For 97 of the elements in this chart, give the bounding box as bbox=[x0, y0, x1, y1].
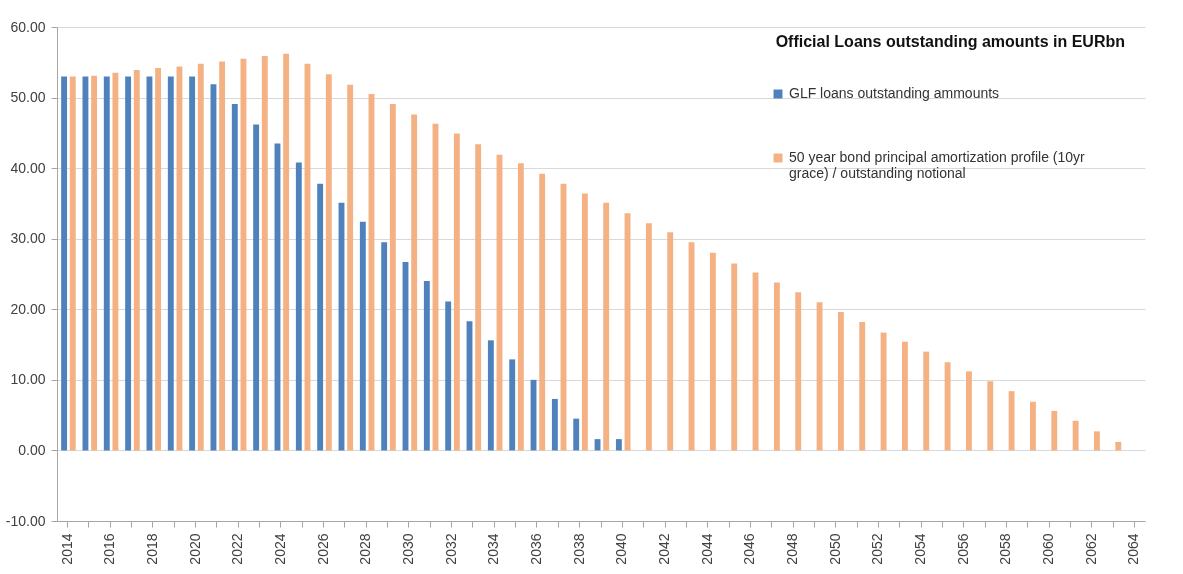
bar bbox=[411, 114, 418, 451]
bar bbox=[795, 292, 802, 451]
bar bbox=[91, 75, 98, 451]
legend-label: GLF loans outstanding ammounts bbox=[789, 85, 1000, 101]
x-tick-label: 2050 bbox=[826, 533, 843, 565]
x-tick-label: 2046 bbox=[741, 533, 758, 565]
x-tick-label: 2040 bbox=[613, 533, 630, 565]
bar bbox=[475, 144, 482, 451]
bar bbox=[573, 418, 580, 451]
bar bbox=[423, 281, 430, 451]
bar bbox=[837, 312, 844, 451]
legend-label: 50 year bond principal amortization profile (10yr grace) / outstanding notional bbox=[789, 149, 1086, 181]
bar bbox=[709, 252, 716, 451]
bar bbox=[197, 63, 204, 451]
bar bbox=[987, 381, 994, 451]
bar bbox=[551, 398, 558, 451]
x-tick-label: 2038 bbox=[570, 533, 587, 565]
x-tick-label: 2064 bbox=[1125, 533, 1142, 565]
bar bbox=[295, 162, 302, 451]
x-tick-label: 2062 bbox=[1082, 533, 1099, 565]
bar bbox=[923, 351, 930, 451]
bar bbox=[1051, 410, 1058, 451]
x-tick-label: 2058 bbox=[997, 533, 1014, 565]
x-tick-label: 2044 bbox=[698, 533, 715, 565]
bar bbox=[880, 332, 887, 451]
bar bbox=[231, 103, 238, 451]
bar bbox=[347, 84, 354, 451]
x-tick-label: 2022 bbox=[229, 533, 246, 565]
bar bbox=[509, 359, 516, 451]
bar bbox=[283, 53, 290, 451]
bar bbox=[261, 55, 268, 451]
bar bbox=[859, 321, 866, 451]
bar bbox=[176, 66, 183, 451]
bar bbox=[901, 341, 908, 451]
bar bbox=[155, 67, 162, 451]
bar bbox=[359, 221, 366, 451]
x-tick-label: 2032 bbox=[442, 533, 459, 565]
x-tick-label: 2060 bbox=[1040, 533, 1057, 565]
bar bbox=[603, 202, 610, 451]
bar bbox=[82, 76, 89, 451]
x-tick-label: 2036 bbox=[527, 533, 544, 565]
bar bbox=[219, 61, 226, 451]
bar bbox=[69, 76, 76, 451]
bar bbox=[731, 263, 738, 451]
x-tick-label: 2048 bbox=[784, 533, 801, 565]
x-tick-label: 2014 bbox=[58, 533, 75, 565]
y-tick-label: 0.00 bbox=[18, 441, 46, 458]
y-tick-label: -10.00 bbox=[5, 512, 46, 529]
bar bbox=[112, 72, 119, 451]
x-tick-label: 2026 bbox=[314, 533, 331, 565]
x-tick-label: 2052 bbox=[869, 533, 886, 565]
bar bbox=[1008, 391, 1015, 451]
bar bbox=[1115, 441, 1122, 451]
bar bbox=[103, 76, 110, 451]
x-tick-label: 2042 bbox=[656, 533, 673, 565]
bar bbox=[381, 242, 388, 451]
bar bbox=[773, 282, 780, 451]
y-tick-label: 20.00 bbox=[10, 300, 46, 317]
bar bbox=[253, 124, 260, 451]
x-tick-label: 2018 bbox=[143, 533, 160, 565]
x-tick-label: 2016 bbox=[101, 533, 118, 565]
y-tick-label: 40.00 bbox=[10, 159, 46, 176]
x-tick-label: 2054 bbox=[912, 533, 929, 565]
bar bbox=[581, 193, 588, 451]
bar bbox=[1030, 401, 1036, 451]
bar bbox=[645, 223, 652, 451]
bar bbox=[133, 70, 140, 451]
y-tick-label: 10.00 bbox=[10, 371, 46, 388]
y-tick-label: 60.00 bbox=[10, 18, 46, 35]
bar bbox=[667, 232, 674, 451]
bar bbox=[944, 362, 951, 451]
x-tick-label: 2024 bbox=[271, 533, 288, 565]
x-tick-label: 2056 bbox=[954, 533, 971, 565]
x-tick-label: 2034 bbox=[485, 533, 502, 565]
bar bbox=[445, 301, 452, 451]
bar bbox=[1094, 431, 1100, 451]
y-tick-label: 30.00 bbox=[10, 230, 46, 247]
x-tick-label: 2028 bbox=[357, 533, 374, 565]
bar bbox=[167, 76, 174, 451]
y-tick-label: 50.00 bbox=[10, 89, 46, 106]
chart-title: Official Loans outstanding amounts in EURbn bbox=[775, 33, 1125, 50]
x-tick-label: 2030 bbox=[399, 533, 416, 565]
bar bbox=[517, 163, 524, 451]
bar bbox=[325, 74, 332, 451]
bar bbox=[125, 76, 132, 451]
bar bbox=[1072, 420, 1079, 451]
bar bbox=[61, 76, 68, 451]
bar bbox=[539, 173, 546, 451]
bar bbox=[317, 183, 324, 451]
bar bbox=[816, 302, 823, 451]
bar bbox=[965, 371, 972, 451]
bar bbox=[389, 103, 396, 451]
x-tick-label: 2020 bbox=[186, 533, 203, 565]
bar bbox=[189, 76, 196, 451]
bar bbox=[487, 340, 494, 451]
bar bbox=[615, 439, 622, 451]
bar bbox=[453, 133, 460, 451]
